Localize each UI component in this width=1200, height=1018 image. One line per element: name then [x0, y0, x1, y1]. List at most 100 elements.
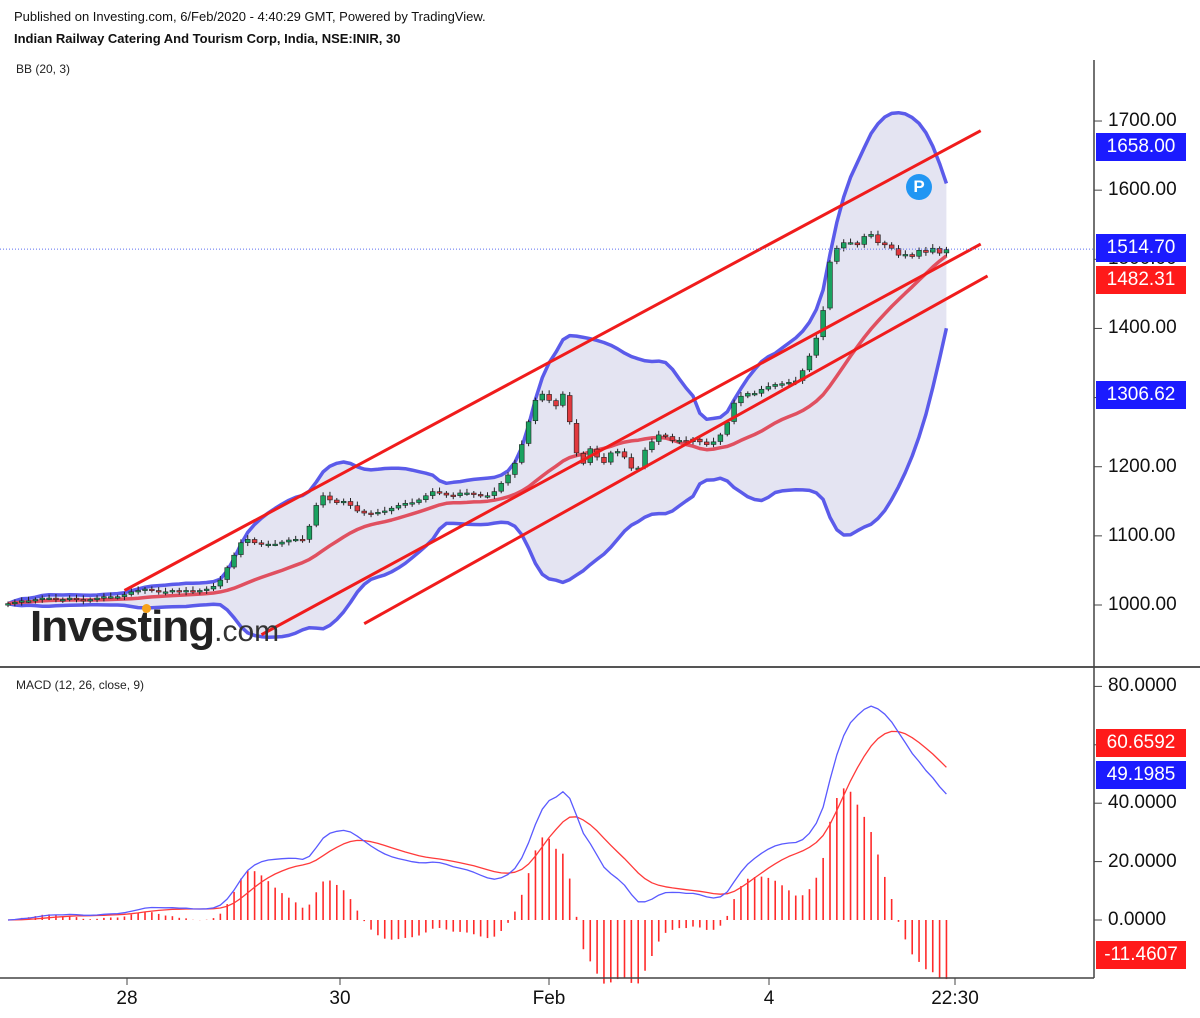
- candle-body[interactable]: [457, 492, 463, 496]
- candle-body[interactable]: [217, 579, 224, 587]
- candle-body[interactable]: [566, 395, 573, 423]
- candle-body[interactable]: [539, 393, 546, 401]
- candle-body[interactable]: [340, 500, 347, 504]
- candle-body[interactable]: [724, 422, 730, 435]
- candle-body[interactable]: [18, 600, 25, 603]
- candle-body[interactable]: [519, 444, 525, 463]
- candle-body[interactable]: [361, 510, 367, 514]
- candle-body[interactable]: [334, 499, 340, 503]
- candle-body[interactable]: [203, 588, 210, 591]
- candle-body[interactable]: [471, 492, 477, 495]
- candle-body[interactable]: [923, 250, 929, 253]
- candle-body[interactable]: [169, 590, 176, 593]
- candle-body[interactable]: [772, 384, 778, 387]
- candle-body[interactable]: [806, 355, 813, 371]
- candle-body[interactable]: [710, 441, 717, 445]
- candle-body[interactable]: [813, 337, 820, 356]
- candle-body[interactable]: [66, 597, 73, 600]
- candle-body[interactable]: [669, 436, 676, 441]
- candle-body[interactable]: [320, 495, 326, 506]
- candle-body[interactable]: [128, 591, 134, 595]
- candle-body[interactable]: [388, 507, 395, 512]
- candle-body[interactable]: [532, 400, 539, 422]
- candle-body[interactable]: [190, 590, 196, 593]
- candle-body[interactable]: [142, 588, 148, 591]
- candle-body[interactable]: [895, 248, 902, 256]
- candle-body[interactable]: [553, 400, 559, 407]
- candle-body[interactable]: [936, 248, 943, 254]
- candle-body[interactable]: [94, 597, 100, 600]
- candle-body[interactable]: [231, 554, 237, 568]
- candle-body[interactable]: [751, 393, 758, 396]
- candle-body[interactable]: [649, 441, 655, 451]
- candle-body[interactable]: [32, 599, 39, 602]
- candle-body[interactable]: [820, 310, 826, 338]
- candle-body[interactable]: [245, 539, 251, 543]
- candle-body[interactable]: [662, 434, 669, 437]
- candle-body[interactable]: [786, 382, 792, 385]
- candle-body[interactable]: [135, 590, 141, 593]
- candle-body[interactable]: [443, 492, 450, 496]
- candle-body[interactable]: [601, 457, 607, 463]
- candle-body[interactable]: [525, 421, 532, 444]
- candle-body[interactable]: [149, 588, 155, 591]
- candle-body[interactable]: [272, 543, 278, 546]
- candle-body[interactable]: [224, 567, 230, 580]
- candle-body[interactable]: [80, 599, 87, 602]
- candle-body[interactable]: [46, 597, 52, 600]
- candle-body[interactable]: [868, 234, 874, 237]
- candle-body[interactable]: [573, 423, 580, 454]
- candle-body[interactable]: [416, 499, 422, 503]
- candle-body[interactable]: [258, 542, 265, 545]
- candle-body[interactable]: [368, 512, 374, 515]
- candle-body[interactable]: [758, 388, 765, 394]
- candle-body[interactable]: [703, 441, 710, 445]
- candle-body[interactable]: [39, 597, 45, 600]
- candle-body[interactable]: [614, 451, 621, 454]
- candle-body[interactable]: [484, 495, 491, 498]
- candle-body[interactable]: [765, 386, 772, 390]
- bb-indicator-label[interactable]: BB (20, 3): [16, 62, 71, 76]
- candle-body[interactable]: [546, 394, 552, 401]
- candle-body[interactable]: [676, 440, 683, 443]
- candle-body[interactable]: [375, 512, 381, 515]
- candle-body[interactable]: [402, 503, 408, 506]
- candle-body[interactable]: [60, 599, 66, 602]
- candle-body[interactable]: [162, 591, 169, 594]
- pivot-marker[interactable]: P: [906, 173, 933, 200]
- candle-body[interactable]: [327, 495, 333, 501]
- candle-body[interactable]: [621, 451, 628, 458]
- candle-body[interactable]: [498, 483, 504, 492]
- candle-body[interactable]: [840, 242, 847, 249]
- candle-body[interactable]: [779, 383, 785, 386]
- candle-body[interactable]: [943, 249, 950, 254]
- candle-body[interactable]: [429, 491, 436, 496]
- candle-body[interactable]: [121, 594, 128, 597]
- candle-body[interactable]: [114, 596, 121, 599]
- candle-body[interactable]: [628, 457, 635, 469]
- candle-body[interactable]: [306, 525, 313, 540]
- candle-body[interactable]: [697, 438, 703, 443]
- candle-body[interactable]: [450, 494, 456, 497]
- candle-body[interactable]: [197, 590, 203, 593]
- candle-body[interactable]: [717, 434, 724, 442]
- candle-body[interactable]: [251, 539, 258, 544]
- candle-body[interactable]: [53, 597, 59, 600]
- candle-body[interactable]: [436, 491, 443, 494]
- candle-body[interactable]: [608, 452, 614, 463]
- candle-body[interactable]: [464, 492, 470, 495]
- candle-body[interactable]: [731, 402, 737, 422]
- candle-body[interactable]: [279, 541, 285, 545]
- candle-body[interactable]: [477, 494, 484, 497]
- candle-body[interactable]: [395, 505, 402, 509]
- candle-body[interactable]: [156, 590, 162, 593]
- macd-indicator-label[interactable]: MACD (12, 26, close, 9): [16, 678, 145, 692]
- candle-body[interactable]: [491, 491, 498, 496]
- candle-body[interactable]: [286, 539, 292, 543]
- candle-body[interactable]: [382, 510, 388, 513]
- candle-body[interactable]: [827, 261, 833, 309]
- candle-body[interactable]: [12, 601, 18, 605]
- candle-body[interactable]: [875, 234, 881, 244]
- candle-body[interactable]: [299, 539, 306, 542]
- candle-body[interactable]: [882, 242, 888, 246]
